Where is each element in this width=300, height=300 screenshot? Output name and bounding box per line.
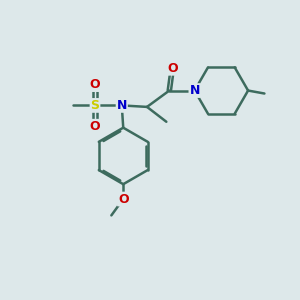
Text: S: S — [91, 99, 100, 112]
Text: O: O — [118, 193, 129, 206]
Text: O: O — [167, 62, 178, 75]
Text: N: N — [189, 84, 200, 97]
Text: O: O — [90, 78, 100, 91]
Text: N: N — [117, 99, 127, 112]
Text: O: O — [90, 120, 100, 133]
